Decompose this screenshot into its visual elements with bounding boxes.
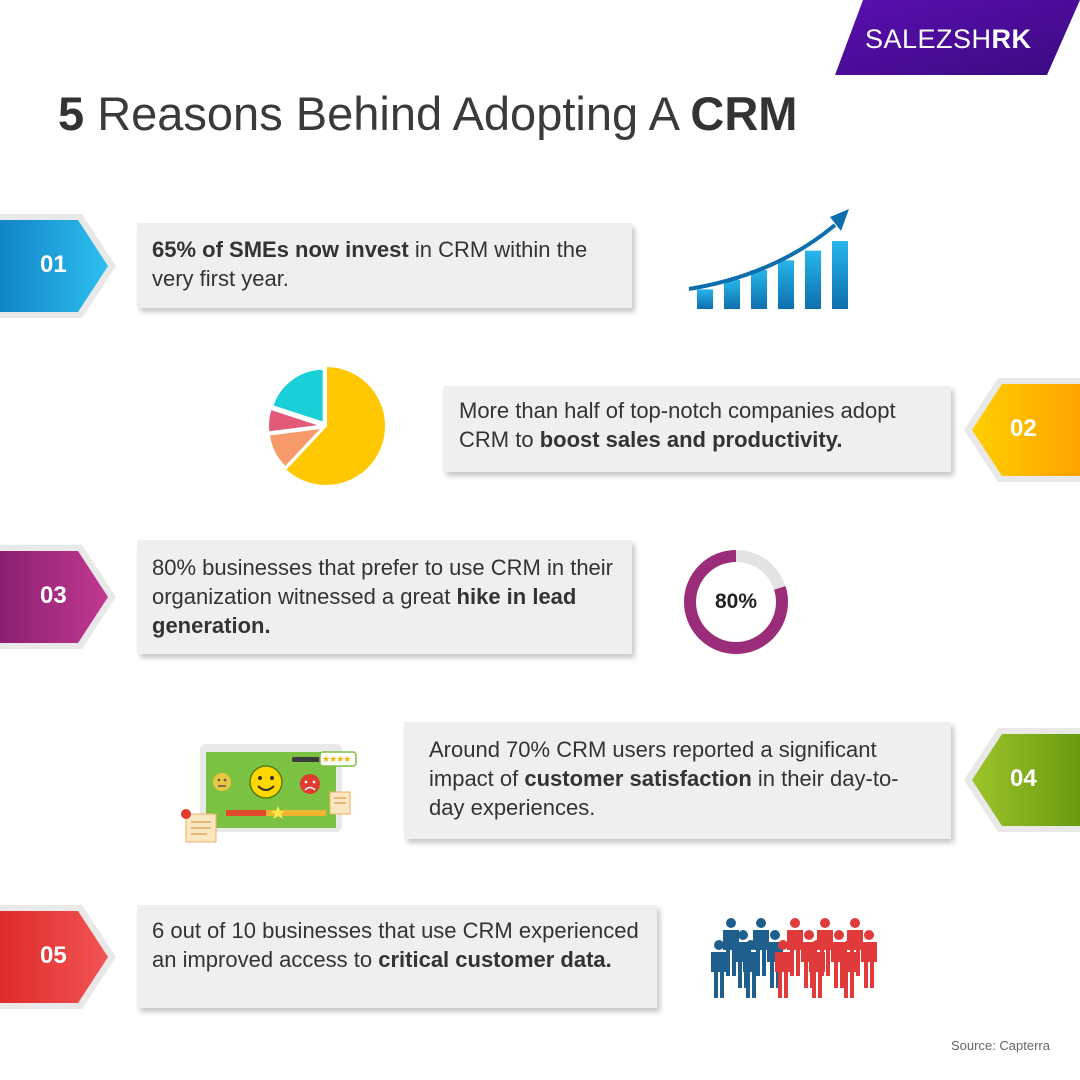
reason-01-number: 01	[40, 251, 67, 278]
reason-02-number: 02	[1010, 415, 1037, 442]
reason-01-bold: 65% of SMEs now invest	[152, 237, 409, 262]
growth-bar	[724, 279, 740, 309]
people-group-icon	[705, 912, 885, 1004]
pie-slice-large	[283, 364, 387, 487]
reason-01-card: 65% of SMEs now invest in CRM within the…	[137, 223, 632, 308]
customer-satisfaction-icon: ★★★★	[180, 740, 360, 845]
reason-03-bold: hike in lead generation.	[152, 584, 577, 638]
reason-04-bold: customer satisfaction	[524, 766, 752, 791]
pie-slice-teal	[271, 367, 325, 425]
page-title: 5 Reasons Behind Adopting A CRM	[58, 86, 797, 141]
person-figure	[841, 940, 857, 998]
growth-bar	[832, 241, 848, 309]
person-figure	[711, 940, 727, 998]
ring-chart-icon: 80%	[682, 548, 790, 656]
reason-03-number: 03	[40, 582, 67, 609]
growth-bar	[778, 260, 794, 309]
reason-04-rest: in their day-to-day experiences.	[429, 766, 899, 820]
reason-04-text: Around 70% CRM users reported a signific…	[429, 737, 877, 791]
reason-05-bold: critical customer data.	[378, 947, 612, 972]
person-figure	[861, 930, 877, 988]
reason-04-card: Around 70% CRM users reported a signific…	[404, 722, 951, 839]
reason-02-bold: boost sales and productivity.	[539, 427, 843, 452]
growth-chart-icon	[685, 205, 855, 315]
person-figure	[743, 940, 759, 998]
reason-05-tag: 05	[0, 901, 120, 1013]
pie-chart-icon	[262, 362, 390, 490]
reason-05-card: 6 out of 10 businesses that use CRM expe…	[137, 905, 657, 1008]
reason-01-tag: 01	[0, 210, 120, 322]
rating-stars: ★★★★	[322, 754, 351, 764]
brand-logo: SALEZSHRK	[835, 0, 1080, 75]
pie-slice-orange	[267, 426, 326, 469]
reason-04-tag: 04	[962, 724, 1080, 836]
brand-name-2: RK	[991, 24, 1032, 54]
reason-02-tag: 02	[962, 374, 1080, 486]
reason-05-number: 05	[40, 942, 67, 969]
reason-03-card: 80% businesses that prefer to use CRM in…	[137, 540, 632, 654]
reason-01-text: in CRM within the very first year.	[152, 237, 588, 291]
reason-05-text: 6 out of 10 businesses that use CRM expe…	[152, 918, 639, 972]
growth-bar	[805, 250, 821, 309]
title-number: 5	[58, 87, 85, 140]
person-figure	[809, 940, 825, 998]
source-note: Source: Capterra	[951, 1038, 1050, 1053]
person-figure	[775, 940, 791, 998]
title-text: Reasons Behind Adopting A	[84, 87, 691, 140]
reason-02-card: More than half of top-notch companies ad…	[443, 386, 951, 472]
brand-name-1: SALEZSH	[865, 24, 992, 54]
title-emphasis: CRM	[690, 87, 798, 140]
growth-bar	[697, 289, 713, 309]
reason-04-number: 04	[1010, 765, 1037, 792]
reason-03-text: 80% businesses that prefer to use CRM in…	[152, 555, 614, 609]
reason-02-text: More than half of top-notch companies ad…	[459, 398, 896, 452]
growth-bar	[751, 270, 767, 309]
pie-slice-pink	[267, 407, 323, 434]
ring-value: 80%	[714, 590, 758, 613]
reason-03-tag: 03	[0, 541, 120, 653]
